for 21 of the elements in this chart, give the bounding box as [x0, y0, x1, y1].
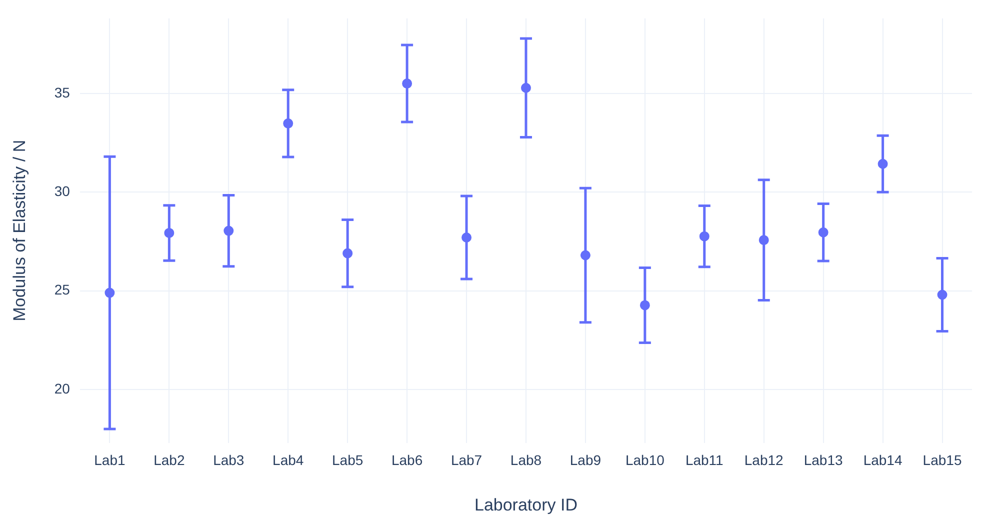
x-tick-label: Lab8 [510, 452, 542, 468]
x-tick-label: Lab6 [391, 452, 423, 468]
x-tick-label: Lab2 [154, 452, 185, 468]
x-tick-label: Lab11 [685, 452, 724, 468]
x-tick-label: Lab15 [922, 452, 962, 468]
x-axis-title: Laboratory ID [474, 495, 578, 514]
y-tick-label: 25 [54, 282, 70, 298]
x-tick-label: Lab7 [450, 452, 482, 468]
x-tick-label: Lab10 [625, 452, 665, 468]
y-axis-title: Modulus of Elasticity / N [10, 140, 29, 322]
y-tick-label: 20 [54, 380, 70, 396]
x-tick-label: Lab5 [332, 452, 364, 468]
x-tick-label: Lab12 [744, 452, 784, 468]
x-tick-label: Lab3 [213, 452, 244, 468]
x-tick-label: Lab1 [94, 452, 126, 468]
x-tick-label: Lab14 [863, 452, 902, 468]
y-tick-label: 35 [54, 84, 70, 100]
x-tick-label: Lab4 [272, 452, 304, 468]
y-tick-label: 30 [54, 182, 70, 199]
x-tick-label: Lab13 [804, 452, 844, 468]
x-tick-label: Lab9 [570, 452, 602, 468]
